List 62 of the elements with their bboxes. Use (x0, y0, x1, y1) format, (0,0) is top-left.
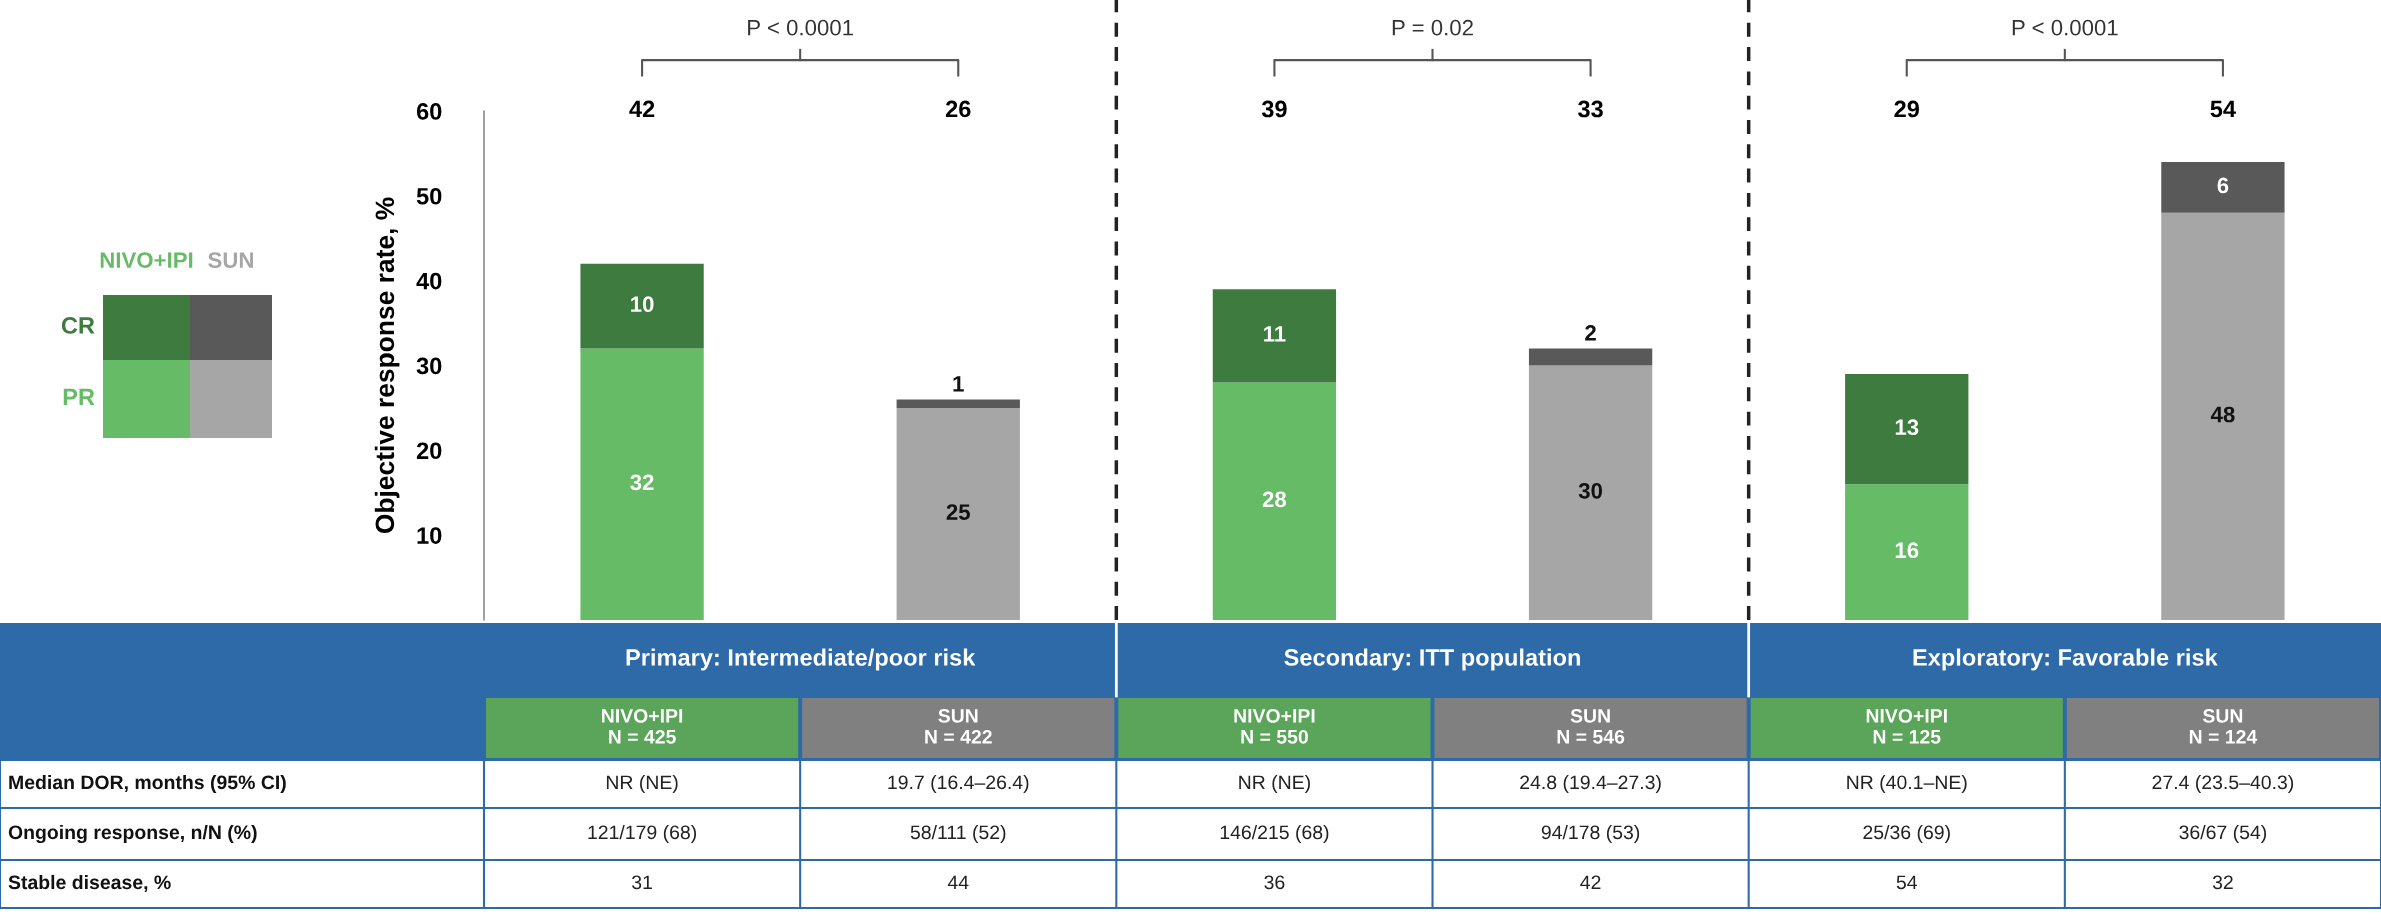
y-tick-label: 20 (416, 442, 442, 460)
annotation: 54 (2210, 100, 2236, 118)
y-axis-title: Objective response rate, % (374, 197, 400, 534)
text: Secondary: ITT population (1284, 648, 1580, 671)
text: 54 (1896, 875, 1917, 890)
text: P < 0.0001 (748, 19, 853, 36)
text: SUN (208, 252, 253, 268)
x-tick-label: SUN N = 124 (2189, 708, 2258, 744)
text: Primary: Intermediate/poor risk (626, 648, 976, 671)
y-tick-label: 60 (416, 103, 442, 120)
data-label: 25 (946, 504, 970, 520)
x-tick-label: NIVO+IPI N = 425 (602, 708, 683, 744)
data-label: 6 (2217, 177, 2229, 194)
text: 58/111 (52) (910, 824, 1006, 844)
data-label: 10 (631, 296, 654, 313)
annotation: 42 (629, 100, 655, 118)
text: NR (40.1–NE) (1847, 774, 1967, 794)
text: NIVO+IPI (100, 252, 193, 268)
data-label: 16 (1895, 542, 1919, 559)
x-tick-label: SUN N = 422 (925, 708, 992, 744)
annotation: 29 (1894, 100, 1920, 118)
data-label: 28 (1262, 491, 1287, 508)
text: PR (63, 388, 95, 406)
x-tick-label: SUN N = 546 (1557, 708, 1625, 744)
y-tick-label: 40 (416, 272, 442, 290)
text: CR (61, 317, 95, 334)
y-tick-label: 50 (416, 187, 442, 205)
annotation: 33 (1578, 100, 1603, 118)
annotation: 39 (1261, 100, 1287, 118)
text: 146/215 (68) (1220, 824, 1329, 844)
text: Ongoing response, n/N (%) (8, 824, 257, 844)
text: Median DOR, months (95% CI) (9, 774, 286, 794)
data-label: 30 (1578, 482, 1603, 499)
text: Stable disease, % (8, 874, 171, 893)
x-tick-label: NIVO+IPI N = 125 (1866, 708, 1947, 744)
text: 25/36 (69) (1863, 824, 1950, 844)
text: 32 (2212, 875, 2233, 890)
text: 94/178 (53) (1541, 824, 1640, 844)
text: 42 (1580, 875, 1601, 890)
annotation: 26 (945, 100, 971, 118)
y-tick-label: 30 (416, 357, 442, 375)
data-label: 2 (1585, 325, 1596, 341)
text: P = 0.02 (1392, 19, 1473, 36)
data-label: 48 (2210, 406, 2235, 423)
text: 31 (632, 875, 652, 890)
text: 121/179 (68) (588, 824, 697, 844)
data-label: 11 (1264, 326, 1286, 342)
data-label: 1 (953, 376, 964, 392)
text: P < 0.0001 (2012, 19, 2118, 36)
text: 27.4 (23.5–40.3) (2152, 774, 2294, 794)
text: NR (NE) (606, 774, 678, 794)
y-tick-label: 10 (417, 527, 442, 544)
x-tick-label: NIVO+IPI N = 550 (1234, 708, 1315, 744)
text: 36 (1264, 875, 1285, 890)
text: 36/67 (54) (2179, 824, 2267, 844)
text: NR (NE) (1239, 774, 1310, 794)
text: 19.7 (16.4–26.4) (888, 774, 1029, 794)
text: 44 (947, 875, 969, 890)
data-label: 13 (1895, 419, 1919, 436)
text: Exploratory: Favorable risk (1913, 648, 2218, 671)
data-label: 32 (630, 474, 654, 491)
text: 24.8 (19.4–27.3) (1520, 774, 1661, 794)
